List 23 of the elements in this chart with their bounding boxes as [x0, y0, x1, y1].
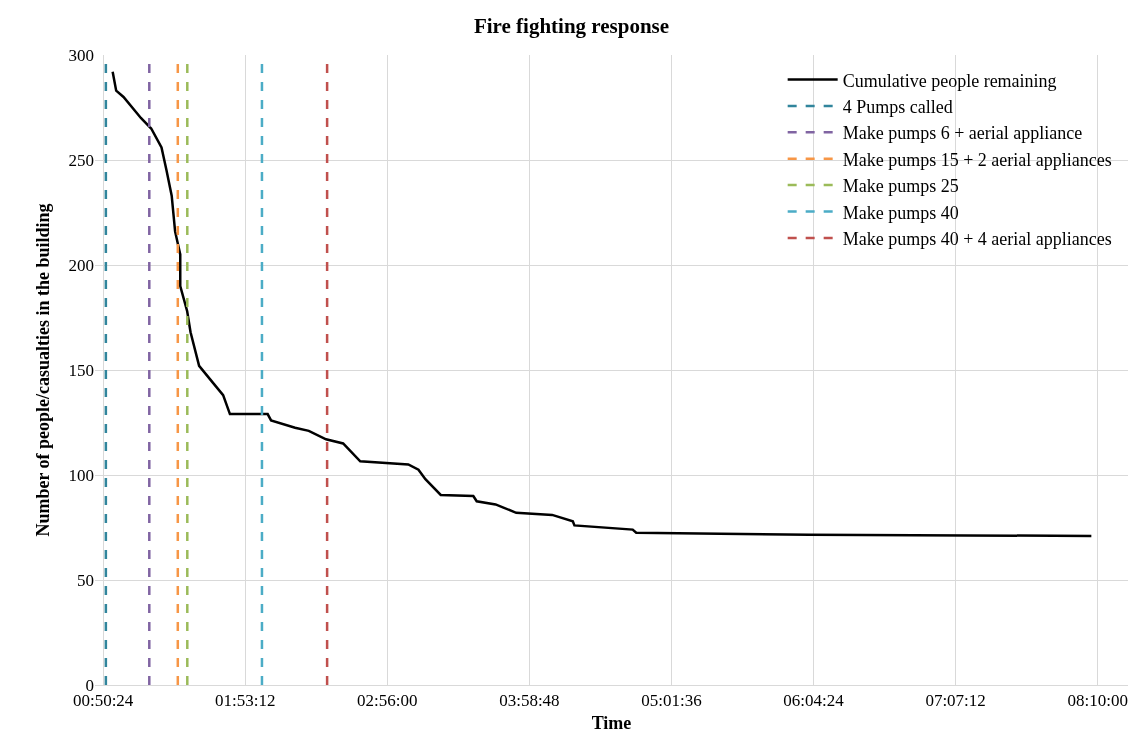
y-tick-label: 250	[68, 150, 94, 170]
x-tick-label: 01:53:12	[215, 691, 276, 711]
legend-label: Make pumps 6 + aerial appliance	[842, 123, 1083, 144]
y-tick-label: 150	[68, 360, 94, 380]
legend-label: Make pumps 15 + 2 aerial appliances	[842, 149, 1112, 170]
legend-label: Make pumps 40 + 4 aerial appliances	[842, 228, 1112, 249]
x-tick-label: 02:56:00	[357, 691, 418, 711]
y-tick-label: 200	[68, 255, 94, 275]
y-tick-label: 50	[77, 570, 94, 590]
x-axis-title: Time	[591, 712, 632, 733]
x-tick-label: 03:58:48	[499, 691, 560, 711]
legend-label: Make pumps 25	[842, 176, 959, 197]
y-axis-title: Number of people/casualties in the building	[32, 203, 53, 537]
x-tick-label: 05:01:36	[641, 691, 702, 711]
legend-label: Cumulative people remaining	[842, 70, 1057, 91]
legend-label: 4 Pumps called	[842, 96, 953, 117]
legend-label: Make pumps 40	[842, 202, 959, 223]
chart-title: Fire fighting response	[473, 14, 670, 39]
x-tick-label: 08:10:00	[1067, 691, 1128, 711]
y-tick-label: 100	[68, 465, 94, 485]
x-tick-label: 06:04:24	[783, 691, 845, 711]
x-tick-label: 07:07:12	[925, 691, 986, 711]
y-tick-label: 300	[68, 45, 94, 65]
